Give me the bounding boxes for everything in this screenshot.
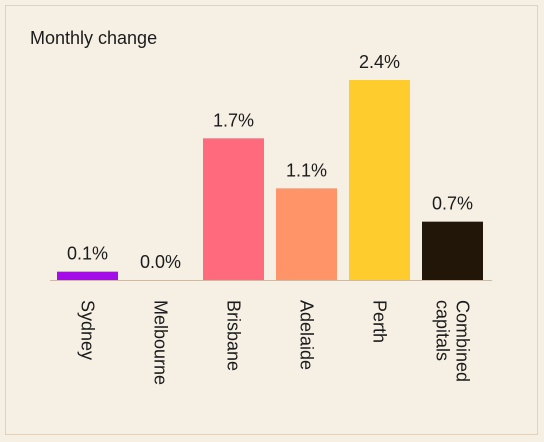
category-label-line: Brisbane xyxy=(224,300,244,371)
chart-card: Monthly change 0.1% Sydney 0.0% Melbourne 1.… xyxy=(5,5,538,435)
category-label: Sydney xyxy=(78,300,98,360)
bar-perth xyxy=(349,80,410,280)
category-label-line: Combined xyxy=(453,300,473,382)
category-label-line: Melbourne xyxy=(151,300,171,385)
value-label: 1.7% xyxy=(213,110,254,130)
bar-brisbane xyxy=(203,138,264,280)
value-label: 0.1% xyxy=(67,244,108,264)
category-label: Melbourne xyxy=(151,300,171,385)
category-label: Adelaide xyxy=(297,300,317,370)
bar-sydney xyxy=(57,271,118,280)
chart-title: Monthly change xyxy=(30,28,158,48)
value-label: 2.4% xyxy=(359,52,400,72)
value-label: 1.1% xyxy=(286,160,327,180)
category-label: Perth xyxy=(370,300,390,343)
bar-combined-capitals xyxy=(422,221,483,280)
category-label: Combinedcapitals xyxy=(433,300,473,382)
value-label: 0.7% xyxy=(432,194,473,214)
category-label-line: capitals xyxy=(433,300,453,361)
value-label: 0.0% xyxy=(140,252,181,272)
category-label-line: Adelaide xyxy=(297,300,317,370)
category-label-line: Perth xyxy=(370,300,390,343)
bar-adelaide xyxy=(276,188,337,280)
bar-chart: 0.1% Sydney 0.0% Melbourne 1.7% Brisbane 1.1% A… xyxy=(50,52,492,385)
category-label-line: Sydney xyxy=(78,300,98,360)
category-label: Brisbane xyxy=(224,300,244,371)
